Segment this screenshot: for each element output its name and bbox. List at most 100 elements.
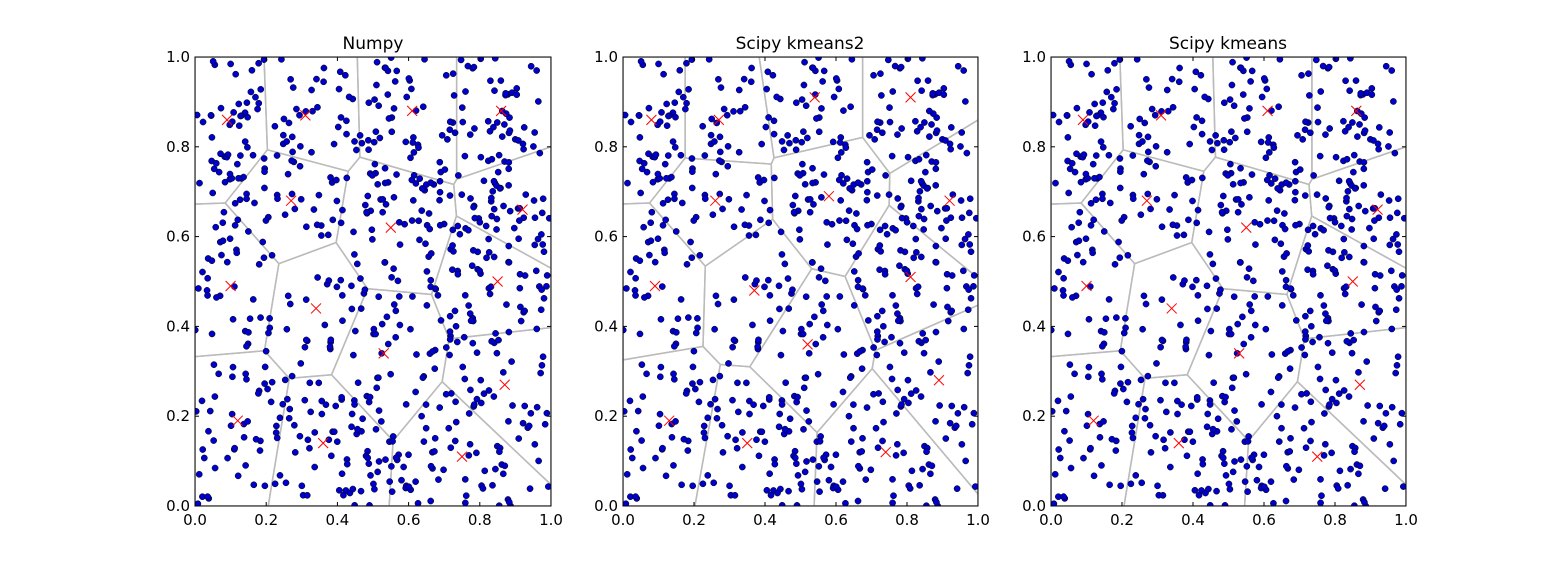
- data-point: [876, 226, 884, 234]
- data-point: [318, 232, 325, 239]
- data-point: [1350, 168, 1357, 176]
- data-point: [1176, 64, 1183, 72]
- data-point: [333, 176, 340, 184]
- data-point: [1270, 217, 1278, 225]
- data-point: [395, 218, 403, 226]
- data-point: [709, 211, 717, 219]
- data-point: [536, 149, 544, 157]
- data-point: [1082, 170, 1090, 178]
- data-point: [1084, 410, 1092, 418]
- data-point: [476, 218, 484, 226]
- data-point: [1375, 124, 1383, 131]
- data-point: [357, 487, 365, 495]
- data-point: [329, 216, 337, 224]
- data-point: [932, 159, 940, 166]
- data-point: [489, 481, 496, 489]
- data-point: [928, 121, 935, 128]
- data-point: [729, 343, 736, 351]
- voronoi-cell: [1186, 287, 1306, 442]
- data-point: [204, 292, 211, 299]
- data-point: [778, 251, 786, 258]
- data-point: [906, 485, 914, 492]
- data-point: [1073, 104, 1081, 112]
- data-point: [407, 325, 414, 333]
- data-point: [688, 57, 696, 63]
- data-point: [954, 62, 962, 70]
- data-point: [467, 386, 474, 394]
- data-point: [436, 158, 444, 166]
- data-point: [770, 130, 778, 138]
- data-point: [369, 236, 376, 243]
- data-point: [228, 118, 236, 126]
- data-point: [533, 325, 541, 333]
- data-point: [356, 132, 364, 139]
- data-point: [1116, 254, 1124, 262]
- y-tick-label: 1.0: [1022, 48, 1046, 66]
- data-point: [1199, 460, 1207, 468]
- data-point: [1229, 58, 1236, 66]
- data-point: [427, 497, 435, 505]
- data-point: [806, 208, 814, 216]
- data-point: [261, 363, 269, 371]
- data-point: [870, 344, 877, 351]
- data-point: [1063, 111, 1071, 119]
- data-point: [1243, 463, 1251, 470]
- data-point: [1227, 160, 1234, 168]
- data-point: [491, 57, 499, 62]
- data-point: [1152, 162, 1160, 170]
- data-point: [490, 177, 498, 185]
- data-point: [1345, 253, 1353, 261]
- data-point: [234, 472, 242, 480]
- data-point: [1163, 148, 1171, 156]
- data-point: [809, 179, 816, 187]
- data-point: [1283, 250, 1290, 257]
- plot-area: 0.0 0.2 0.4 0.6 0.8 1.00.00.20.40.60.81.0: [1022, 48, 1418, 529]
- data-point: [714, 300, 722, 308]
- data-point: [1258, 93, 1266, 101]
- data-point: [283, 138, 291, 145]
- data-point: [1140, 292, 1148, 300]
- voronoi-cell: [388, 380, 551, 506]
- x-tick-label: 1.0: [966, 511, 990, 529]
- data-point: [1198, 130, 1206, 138]
- data-point: [716, 133, 724, 141]
- data-point: [840, 107, 847, 114]
- data-point: [1265, 197, 1273, 204]
- data-point: [1265, 149, 1273, 156]
- data-point: [325, 277, 333, 284]
- data-point: [1090, 216, 1098, 224]
- data-point: [704, 472, 712, 479]
- data-point: [753, 436, 760, 444]
- data-point: [229, 363, 237, 371]
- data-point: [746, 410, 753, 418]
- data-point: [944, 317, 952, 325]
- data-point: [741, 274, 749, 281]
- data-point: [427, 276, 435, 284]
- data-point: [837, 149, 845, 156]
- data-point: [1267, 478, 1275, 485]
- data-point: [1226, 138, 1234, 146]
- data-point: [359, 415, 366, 423]
- data-point: [1103, 88, 1111, 96]
- data-point: [354, 425, 361, 433]
- data-point: [1166, 463, 1174, 471]
- data-point: [477, 153, 485, 161]
- data-point: [1237, 179, 1244, 187]
- data-point: [1105, 296, 1113, 303]
- data-point: [1214, 139, 1221, 147]
- data-point: [382, 201, 390, 208]
- data-point: [1124, 378, 1132, 386]
- data-point: [285, 414, 293, 422]
- data-point: [1208, 146, 1216, 154]
- data-point: [813, 115, 820, 122]
- data-point: [1140, 170, 1148, 178]
- data-point: [1181, 436, 1188, 444]
- data-point: [491, 87, 498, 95]
- data-point: [409, 197, 417, 204]
- data-point: [250, 481, 258, 489]
- data-point: [1282, 497, 1290, 505]
- data-point: [261, 168, 268, 176]
- data-point: [366, 502, 373, 506]
- data-point: [1322, 131, 1329, 138]
- data-point: [534, 235, 542, 243]
